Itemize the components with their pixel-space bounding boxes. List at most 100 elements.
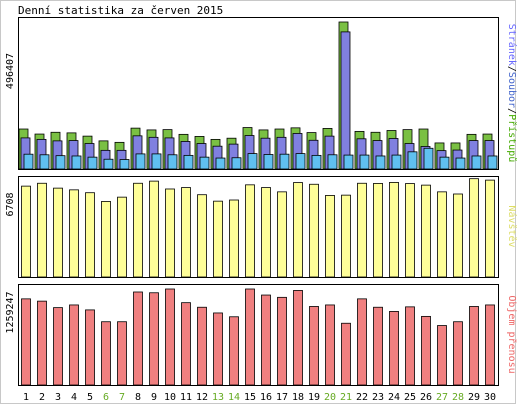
- legend-entry-hits-4: Přístupů: [506, 114, 517, 162]
- bar-hits-Stránek-24: [391, 154, 402, 170]
- y-max-label-volume: 1259247: [5, 291, 16, 333]
- x-tick-label-7: 7: [119, 392, 125, 403]
- bar-volume-Objem přenosu-26: [421, 315, 431, 386]
- y-max-label-visits: 6708: [5, 192, 16, 216]
- bar-volume-Objem přenosu-4: [69, 304, 79, 386]
- bar-volume-Objem přenosu-18: [293, 290, 303, 386]
- x-tick-label-22: 22: [356, 392, 368, 403]
- bar-volume-Objem přenosu-30: [485, 304, 495, 386]
- bar-hits-Stránek-15: [247, 153, 258, 170]
- bar-visits-Návštěv-4: [69, 189, 79, 278]
- x-tick-label-1: 1: [23, 392, 29, 403]
- bar-hits-Stránek-16: [263, 154, 274, 170]
- bar-hits-Stránek-1: [23, 153, 34, 170]
- bar-visits-Návštěv-6: [101, 201, 111, 278]
- panel-frame-volume: [18, 284, 499, 386]
- x-tick-label-10: 10: [164, 392, 176, 403]
- bar-visits-Návštěv-28: [453, 193, 463, 278]
- x-tick-label-6: 6: [103, 392, 109, 403]
- bar-visits-Návštěv-3: [53, 187, 63, 278]
- bar-hits-Stránek-28: [455, 157, 466, 170]
- x-tick-label-14: 14: [228, 392, 240, 403]
- x-tick-label-25: 25: [404, 392, 416, 403]
- x-tick-label-12: 12: [196, 392, 208, 403]
- bar-visits-Návštěv-8: [133, 182, 143, 278]
- x-tick-label-16: 16: [260, 392, 272, 403]
- legend-hits: Stránek/Soubor/Přístupů: [506, 24, 517, 163]
- bar-hits-Stránek-21: [343, 154, 354, 170]
- bar-visits-Návštěv-16: [261, 187, 271, 278]
- bar-visits-Návštěv-24: [389, 182, 399, 278]
- bar-visits-Návštěv-30: [485, 179, 495, 278]
- bar-hits-Stránek-5: [87, 156, 98, 170]
- x-tick-label-19: 19: [308, 392, 320, 403]
- bar-visits-Návštěv-27: [437, 191, 447, 278]
- bar-visits-Návštěv-20: [325, 195, 335, 278]
- x-tick-label-27: 27: [436, 392, 448, 403]
- bar-hits-Stránek-11: [183, 154, 194, 170]
- legend-entry-volume-0: Objem přenosu: [506, 295, 517, 373]
- bar-hits-Stránek-4: [71, 155, 82, 170]
- bar-volume-Objem přenosu-21: [341, 322, 351, 386]
- bar-volume-Objem přenosu-1: [21, 298, 31, 386]
- bar-volume-Objem přenosu-13: [213, 312, 223, 386]
- bar-hits-Stránek-27: [439, 156, 450, 170]
- bar-hits-Stránek-18: [295, 153, 306, 170]
- bar-visits-Návštěv-26: [421, 184, 431, 278]
- legend-entry-hits-0: Stránek: [506, 24, 517, 66]
- bar-volume-Objem přenosu-14: [229, 316, 239, 386]
- bar-volume-Objem přenosu-23: [373, 306, 383, 386]
- bar-hits-Stránek-17: [279, 153, 290, 170]
- x-tick-label-28: 28: [452, 392, 464, 403]
- bar-volume-Objem přenosu-19: [309, 306, 319, 386]
- x-tick-label-5: 5: [87, 392, 93, 403]
- bar-volume-Objem přenosu-10: [165, 288, 175, 386]
- bar-hits-Soubor-21: [340, 31, 351, 170]
- bar-volume-Objem přenosu-7: [117, 321, 127, 386]
- bar-visits-Návštěv-11: [181, 187, 191, 278]
- bar-volume-Objem přenosu-3: [53, 307, 63, 386]
- bar-volume-Objem přenosu-12: [197, 306, 207, 386]
- x-tick-label-13: 13: [212, 392, 224, 403]
- bar-hits-Stránek-23: [375, 155, 386, 170]
- bar-volume-Objem přenosu-6: [101, 321, 111, 386]
- bar-visits-Návštěv-19: [309, 183, 319, 278]
- bar-hits-Stránek-14: [231, 157, 242, 170]
- x-tick-label-23: 23: [372, 392, 384, 403]
- bar-volume-Objem přenosu-27: [437, 325, 447, 386]
- x-tick-label-15: 15: [244, 392, 256, 403]
- bar-volume-Objem přenosu-24: [389, 311, 399, 386]
- bar-hits-Stránek-30: [487, 155, 498, 170]
- bar-visits-Návštěv-25: [405, 183, 415, 278]
- bar-visits-Návštěv-17: [277, 191, 287, 278]
- bar-volume-Objem přenosu-16: [261, 294, 271, 386]
- x-tick-label-26: 26: [420, 392, 432, 403]
- bar-hits-Stránek-20: [327, 154, 338, 170]
- bar-hits-Stránek-3: [55, 155, 66, 170]
- legend-entry-hits-3: /: [506, 108, 517, 114]
- panel-frame-hits: [18, 17, 499, 170]
- bar-volume-Objem přenosu-11: [181, 302, 191, 386]
- bar-volume-Objem přenosu-2: [37, 300, 47, 386]
- bar-hits-Stránek-6: [103, 158, 114, 170]
- bar-volume-Objem přenosu-8: [133, 291, 143, 386]
- bar-visits-Návštěv-12: [197, 194, 207, 278]
- bar-visits-Návštěv-1: [21, 185, 31, 278]
- legend-entry-hits-2: Soubor: [506, 72, 517, 108]
- bar-volume-Objem přenosu-15: [245, 288, 255, 386]
- bar-visits-Návštěv-2: [37, 182, 47, 278]
- x-tick-label-20: 20: [324, 392, 336, 403]
- x-tick-label-17: 17: [276, 392, 288, 403]
- x-tick-label-21: 21: [340, 392, 352, 403]
- bar-hits-Stránek-26: [423, 147, 434, 170]
- bar-volume-Objem přenosu-17: [277, 296, 287, 386]
- x-tick-label-4: 4: [71, 392, 77, 403]
- bar-volume-Objem přenosu-9: [149, 292, 159, 386]
- bar-volume-Objem přenosu-5: [85, 309, 95, 386]
- x-tick-label-24: 24: [388, 392, 400, 403]
- y-max-label-hits: 496407: [5, 53, 16, 89]
- bar-visits-Návštěv-21: [341, 194, 351, 278]
- bar-hits-Stránek-10: [167, 154, 178, 170]
